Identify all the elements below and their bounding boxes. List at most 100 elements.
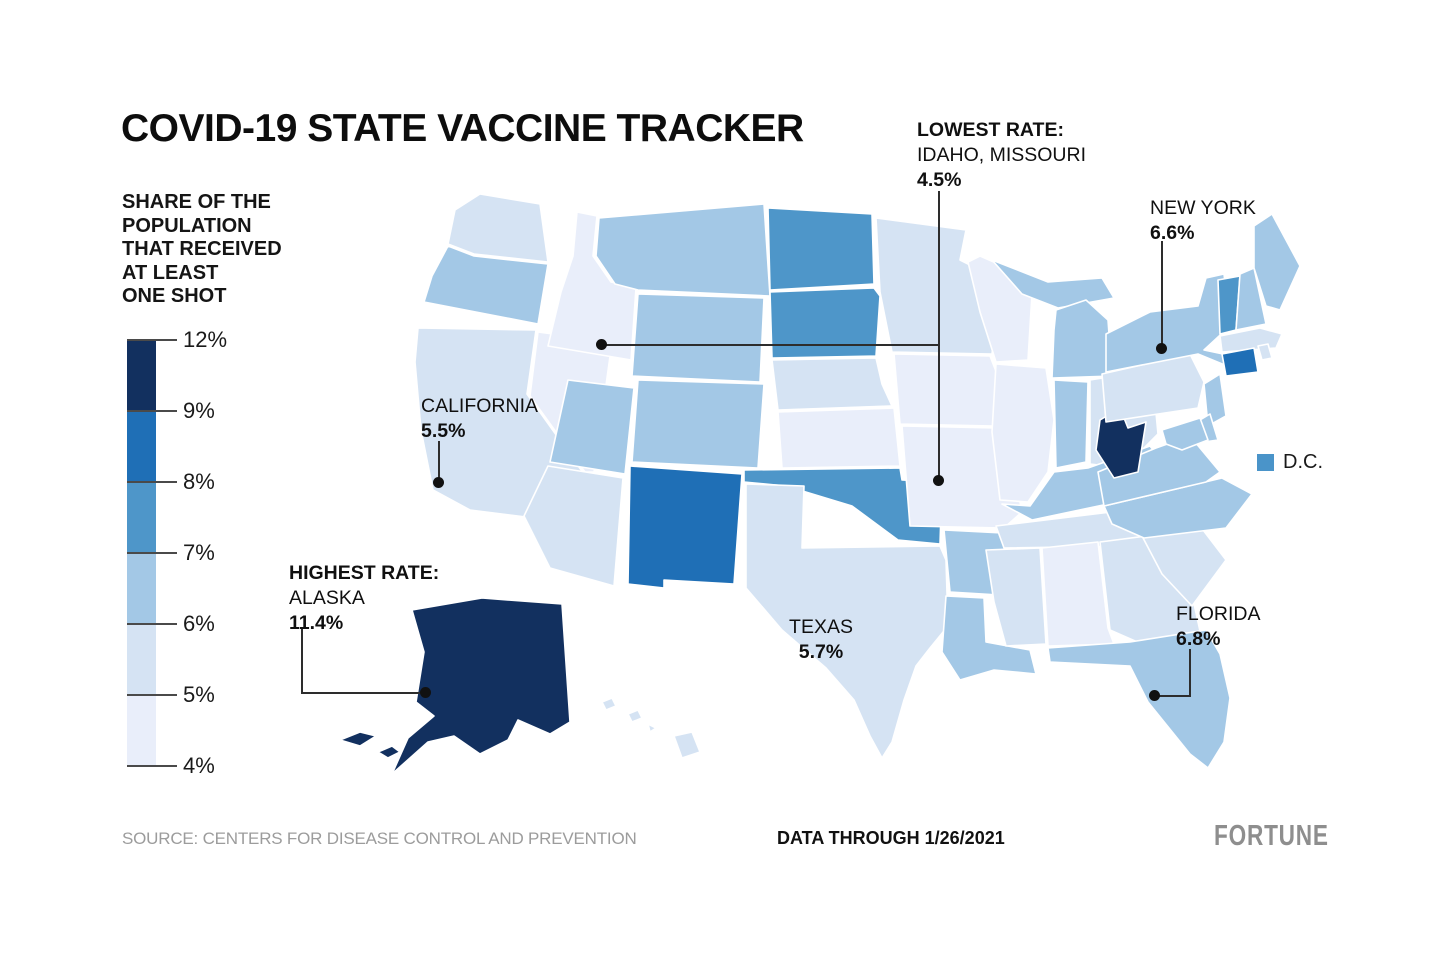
subtitle-line: POPULATION <box>122 214 252 237</box>
state-new-york <box>1105 273 1243 373</box>
legend-tick <box>127 481 177 483</box>
callout-label-lowest: LOWEST RATE: IDAHO, MISSOURI 4.5% <box>917 118 1086 193</box>
state-alabama <box>1041 541 1115 647</box>
callout-line-alaska-vertical <box>301 628 303 694</box>
state-utah <box>549 379 635 475</box>
legend-band-8-9 <box>127 411 156 482</box>
subtitle-line: AT LEAST <box>122 261 219 284</box>
callout-text-line: FLORIDA <box>1176 603 1261 625</box>
state-north-dakota <box>767 207 875 291</box>
state-kansas <box>777 407 901 469</box>
callout-text-line: LOWEST RATE: <box>917 119 1064 141</box>
state-oregon <box>423 245 549 325</box>
subtitle-line: THAT RECEIVED <box>122 238 282 260</box>
legend-tick <box>127 765 177 767</box>
state-hawaii-oahu <box>627 709 643 723</box>
page-title: COVID-19 STATE VACCINE TRACKER <box>121 107 804 150</box>
state-michigan-upper <box>991 259 1115 309</box>
callout-dot-california <box>433 477 444 488</box>
state-rhode-island <box>1257 343 1273 361</box>
state-washington <box>447 193 549 263</box>
legend-tick <box>127 694 177 696</box>
state-connecticut <box>1221 347 1259 377</box>
callout-text-line: 5.5% <box>421 420 466 442</box>
legend-tick-label: 12% <box>183 327 228 352</box>
legend-band-4-5 <box>127 695 156 766</box>
dc-label: D.C. <box>1283 451 1323 473</box>
state-florida <box>1047 629 1231 769</box>
callout-dot-idaho <box>596 339 607 350</box>
state-montana <box>595 203 771 297</box>
subtitle-line: ONE SHOT <box>122 285 227 307</box>
callout-label-newyork: NEW YORK 6.6% <box>1150 196 1256 246</box>
state-nebraska <box>771 357 893 411</box>
legend-band-5-6 <box>127 624 156 695</box>
state-arizona <box>523 465 624 587</box>
callout-text-line: 5.7% <box>798 641 844 663</box>
state-new-jersey <box>1203 373 1227 427</box>
legend-tick-label: 6% <box>183 611 215 636</box>
callout-text-line: 4.5% <box>917 169 962 191</box>
legend-tick-label: 9% <box>183 398 215 423</box>
callout-line-florida-horizontal <box>1154 695 1191 697</box>
legend-tick-label: 5% <box>183 682 215 707</box>
state-colorado <box>631 379 765 469</box>
dc-swatch <box>1257 454 1274 471</box>
callout-line-lowest-vertical <box>938 191 940 481</box>
subtitle-line: SHARE OF THE <box>122 191 271 213</box>
state-alaska <box>391 597 571 775</box>
subtitle: SHARE OF THE POPULATION THAT RECEIVED AT LE… <box>122 191 282 309</box>
color-scale-bar <box>127 340 156 766</box>
callout-line-lowest-horizontal <box>602 344 940 346</box>
state-maine <box>1253 213 1301 311</box>
us-choropleth-map <box>339 193 1301 775</box>
state-virginia <box>1097 435 1221 507</box>
callout-line-california <box>438 441 440 484</box>
state-hawaii-kauai <box>601 697 617 711</box>
source-note: SOURCE: CENTERS FOR DISEASE CONTROL AND … <box>122 829 637 848</box>
legend-tick-label: 8% <box>183 469 215 494</box>
callout-text-line: HIGHEST RATE: <box>289 562 440 584</box>
state-alaska-aleutians <box>339 731 377 747</box>
state-indiana <box>1053 379 1089 469</box>
state-texas <box>745 483 949 759</box>
data-through-note: DATA THROUGH 1/26/2021 <box>777 828 1005 848</box>
callout-dot-alaska <box>420 687 431 698</box>
callout-line-newyork <box>1161 241 1163 349</box>
legend-tick-label: 4% <box>183 753 215 778</box>
callout-line-florida-vertical <box>1189 649 1191 697</box>
callout-text-line: CALIFORNIA <box>421 395 539 417</box>
legend-band-6-7 <box>127 553 156 624</box>
callout-text-line: ALASKA <box>289 587 365 609</box>
state-louisiana <box>941 595 1037 681</box>
state-wyoming <box>631 293 765 383</box>
callout-line-alaska-horizontal <box>301 692 427 694</box>
callout-text-line: NEW YORK <box>1150 197 1256 219</box>
legend-band-7-8 <box>127 482 156 553</box>
callout-dot-florida <box>1149 690 1160 701</box>
legend-tick <box>127 552 177 554</box>
state-alaska-aleutians-2 <box>377 745 401 759</box>
callout-dot-newyork <box>1156 343 1167 354</box>
dc-legend: D.C. <box>1257 451 1323 474</box>
callout-dot-missouri <box>933 475 944 486</box>
legend-tick <box>127 339 177 341</box>
state-illinois <box>991 363 1055 503</box>
state-idaho <box>547 211 637 361</box>
state-hawaii-maui <box>647 723 657 733</box>
legend-tick <box>127 410 177 412</box>
callout-label-california: CALIFORNIA 5.5% <box>421 394 538 444</box>
state-north-carolina <box>1103 477 1253 539</box>
callout-label-highest: HIGHEST RATE: ALASKA 11.4% <box>289 561 439 636</box>
state-new-mexico <box>627 465 743 589</box>
callout-text-line: TEXAS <box>789 616 853 638</box>
legend-tick <box>127 623 177 625</box>
state-hawaii-big-island <box>673 731 701 759</box>
legend-tick-label: 7% <box>183 540 215 565</box>
state-mississippi <box>985 547 1047 647</box>
callout-label-texas: TEXAS 5.7% <box>777 615 865 665</box>
state-michigan <box>1051 299 1113 379</box>
callout-text-line: IDAHO, MISSOURI <box>917 144 1087 166</box>
callout-label-florida: FLORIDA 6.8% <box>1176 602 1261 652</box>
